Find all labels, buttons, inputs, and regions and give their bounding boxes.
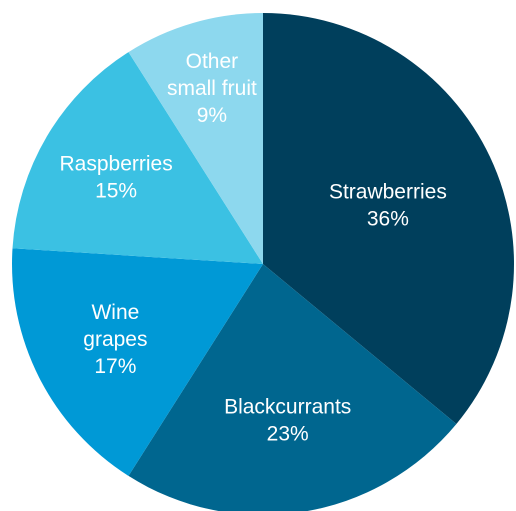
- pie-slices: [12, 13, 514, 511]
- pie-slice-blackcurrants: [128, 264, 457, 511]
- pie-slice-other-small-fruit: [128, 13, 263, 264]
- slice-value-label: 36%: [367, 208, 409, 231]
- slice-name-label: small fruit: [167, 77, 257, 100]
- slice-label: Wine grapes 17%: [83, 301, 147, 378]
- slice-name-label: Strawberries: [329, 181, 447, 204]
- slice-value-label: 17%: [94, 355, 136, 378]
- slice-label: Blackcurrants 23%: [224, 396, 351, 446]
- slice-label: Strawberries 36%: [329, 181, 447, 231]
- slice-value-label: 9%: [197, 104, 227, 127]
- slice-name-label: Raspberries: [59, 153, 172, 176]
- pie-slice-wine-grapes: [12, 248, 263, 476]
- slice-name-label: grapes: [83, 328, 147, 351]
- slice-name-label: Wine: [91, 301, 139, 324]
- slice-value-label: 23%: [267, 423, 309, 446]
- slice-name-label: Blackcurrants: [224, 396, 351, 419]
- slice-label: Other small fruit 9%: [167, 50, 257, 127]
- pie-slice-raspberries: [12, 52, 263, 264]
- pie-slice-strawberries: [263, 13, 514, 424]
- slice-label: Raspberries 15%: [59, 153, 172, 203]
- slice-value-label: 15%: [95, 180, 137, 203]
- pie-labels: Strawberries 36% Blackcurrants 23% Wine grape…: [59, 50, 446, 446]
- slice-name-label: Other: [186, 50, 239, 73]
